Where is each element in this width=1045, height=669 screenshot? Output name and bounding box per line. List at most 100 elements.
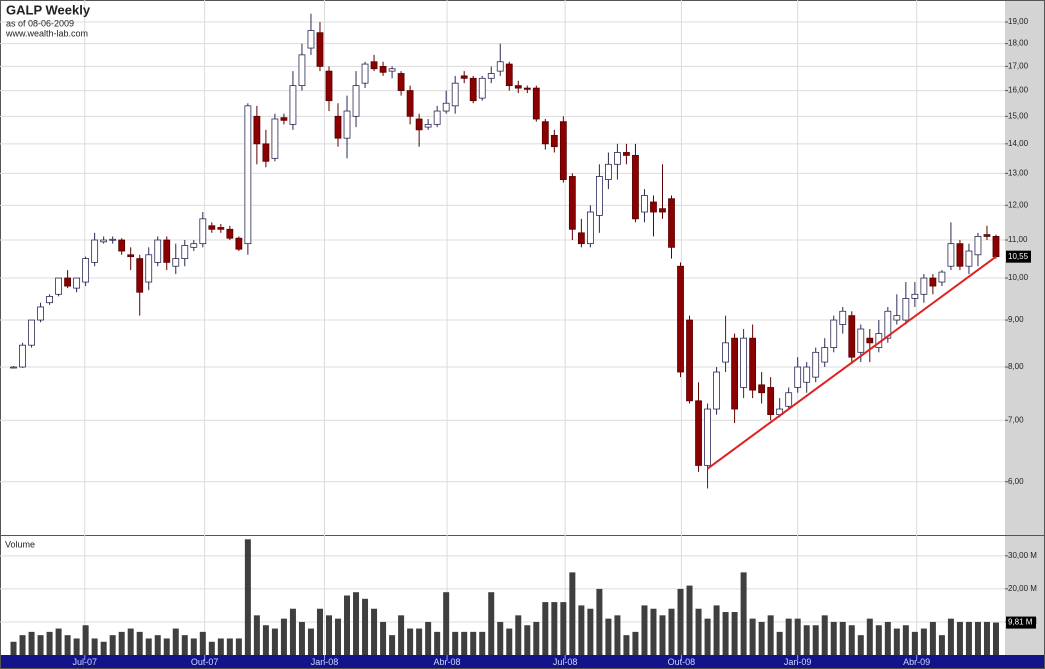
last-value-label: 9,81 M [1008,618,1033,627]
volume-bar [875,625,882,655]
candle-body [91,239,99,263]
source: www.wealth-lab.com [5,28,88,38]
volume-bar [713,605,720,655]
volume-bar [407,628,414,655]
candle-body [469,77,477,102]
candle-body [190,243,198,248]
candle-body [226,228,234,239]
candle-body [884,310,892,339]
candle-body [893,315,901,321]
volume-bar [821,615,828,655]
volume-bar [578,605,585,655]
volume-bar [190,638,197,655]
volume-bar [803,625,810,655]
candle-body [253,115,261,145]
candle-body [550,134,558,148]
volume-bar [785,618,792,655]
volume-bar [344,595,351,655]
x-tick-label: Out-07 [191,657,219,667]
y-tick-label: 15,00 [1008,111,1029,120]
candle-body [956,243,964,267]
candle-body [55,277,62,295]
volume-bar [470,631,477,655]
y-tick-label: 14,00 [1008,139,1029,148]
candle-body [262,143,270,162]
volume-bar [181,635,188,655]
candle-body [460,75,468,79]
volume-bar [226,638,233,655]
volume-bar [335,618,342,655]
candle-body [280,117,288,121]
candle-body [73,277,81,289]
candle-body [677,265,684,373]
candle-body [271,118,279,159]
x-tick-label: Abr-08 [434,657,461,667]
volume-bar [118,631,125,655]
volume-bar [902,625,909,655]
volume-bar [389,635,396,655]
y-tick-label: 19,00 [1008,17,1029,26]
candle-body [812,351,820,378]
subtitle: as of 08-06-2009 [6,18,74,28]
volume-bar [289,608,296,655]
volume-bar [55,628,62,655]
candle-body [19,344,26,368]
y-tick-label: 6,00 [1008,477,1024,486]
axis-band [1005,0,1045,655]
candle-body [109,238,117,241]
candle-body [343,110,351,139]
candle-body [388,68,396,72]
y-tick-label: 16,00 [1008,86,1029,95]
volume-bar [605,618,612,655]
candle-body [695,400,702,466]
volume-bar [262,625,269,655]
candle-body [803,366,811,383]
candle-body [857,328,865,353]
volume-bar [722,612,729,655]
volume-bar [767,615,774,655]
candle-body [514,85,522,89]
candle-body [866,337,874,344]
candle-body [992,236,1000,258]
candle-body [659,208,666,213]
panel-title: Volume [5,539,35,549]
candle-body [496,61,504,72]
candle-body [920,277,928,295]
candle-body [334,115,342,139]
candle-body [523,87,531,90]
candle-body [911,293,919,299]
volume-bar [488,592,495,655]
candle-body [424,123,432,128]
volume-bar [452,631,459,655]
y-tick-label: 12,00 [1008,200,1029,209]
candle-body [379,66,387,73]
candle-body [181,245,189,259]
volume-bar [253,615,260,655]
volume-bar [37,635,44,655]
volume-bar [208,641,215,655]
candle-body [830,319,838,348]
y-tick-label: 13,00 [1008,169,1029,178]
candle-body [118,239,126,252]
trendline [706,255,997,470]
volume-bar [100,641,107,655]
volume-bar [91,638,98,655]
volume-bar [506,628,513,655]
volume-bar [461,631,468,655]
volume-bar [325,615,332,655]
volume-bar [64,635,71,655]
x-tick-label: Jan-09 [784,657,812,667]
candle-body [785,392,793,407]
candle-body [154,239,162,263]
candle-body [568,176,576,230]
candle-body [28,319,35,346]
x-tick-label: Jan-08 [311,657,339,667]
candle-body [505,63,513,87]
candle-body [595,176,603,216]
volume-bar [217,638,224,655]
volume-bar [704,618,711,655]
candle-body [145,254,153,283]
volume-bar [884,621,891,655]
